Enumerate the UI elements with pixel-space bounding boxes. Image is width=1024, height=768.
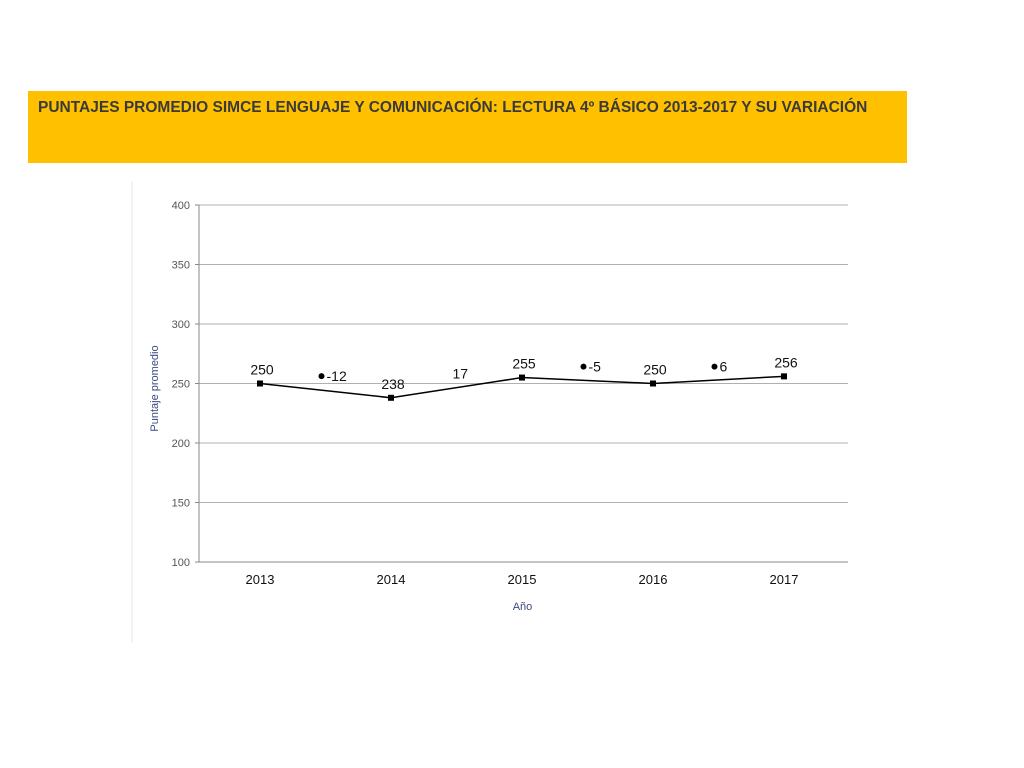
y-tick-label: 100 bbox=[172, 557, 190, 569]
data-label: 255 bbox=[512, 356, 536, 372]
y-tick-label: 250 bbox=[172, 379, 190, 391]
title-banner: PUNTAJES PROMEDIO SIMCE LENGUAJE Y COMUN… bbox=[28, 91, 907, 163]
variation-label: -12 bbox=[327, 368, 347, 384]
gridlines bbox=[195, 204, 848, 563]
data-label: 250 bbox=[643, 362, 667, 378]
x-axis-label: Año bbox=[513, 601, 533, 613]
data-point bbox=[257, 380, 263, 387]
variation-dot bbox=[318, 373, 325, 380]
x-tick-labels: 2013 2014 2015 2016 2017 bbox=[246, 572, 799, 587]
data-label: 256 bbox=[774, 354, 798, 370]
y-tick-label: 200 bbox=[172, 438, 190, 450]
chart-left-border bbox=[131, 182, 133, 642]
data-point bbox=[519, 374, 525, 381]
variation-dot bbox=[711, 363, 718, 370]
data-points bbox=[257, 373, 787, 401]
data-point bbox=[781, 373, 787, 380]
variation-labels: -12 17 -5 6 bbox=[318, 359, 728, 384]
x-tick-label: 2016 bbox=[639, 572, 668, 587]
data-label: 250 bbox=[250, 362, 274, 378]
x-tick-label: 2013 bbox=[246, 572, 275, 587]
variation-label: 6 bbox=[720, 359, 728, 375]
data-labels: 250 238 255 250 256 bbox=[250, 354, 798, 391]
variation-label: 17 bbox=[453, 366, 469, 382]
data-label: 238 bbox=[381, 376, 405, 392]
y-tick-label: 350 bbox=[172, 260, 190, 272]
y-axis-label: Puntaje promedio bbox=[149, 345, 161, 431]
x-tick-label: 2014 bbox=[377, 572, 406, 587]
axes bbox=[198, 205, 848, 563]
x-tick-label: 2015 bbox=[508, 572, 537, 587]
y-tick-label: 300 bbox=[172, 319, 190, 331]
y-tick-label: 150 bbox=[172, 498, 190, 510]
y-tick-label: 400 bbox=[172, 200, 190, 212]
data-point bbox=[650, 380, 656, 387]
variation-label: -5 bbox=[589, 359, 602, 375]
x-tick-label: 2017 bbox=[770, 572, 799, 587]
data-point bbox=[388, 394, 394, 401]
page-title: PUNTAJES PROMEDIO SIMCE LENGUAJE Y COMUN… bbox=[38, 99, 868, 116]
variation-dot bbox=[580, 363, 587, 370]
y-tick-labels: 100 150 200 250 300 350 400 bbox=[172, 200, 190, 569]
